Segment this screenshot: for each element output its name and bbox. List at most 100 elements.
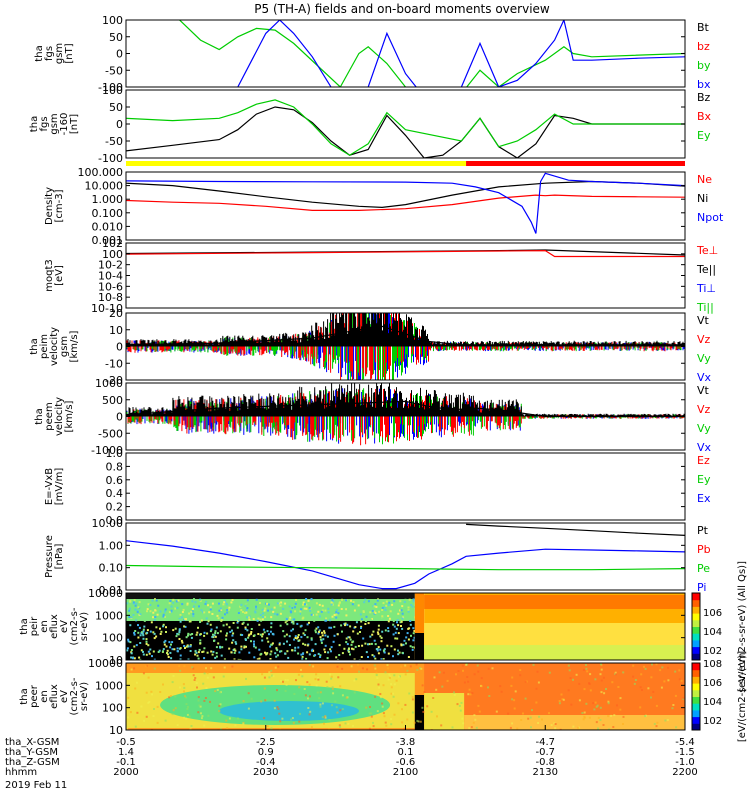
spec-pixel	[365, 651, 368, 654]
spec-pixel	[297, 652, 300, 655]
spec-pixel	[614, 671, 617, 674]
spec-pixel	[312, 665, 315, 668]
spec-pixel	[541, 718, 543, 721]
spec-pixel	[373, 605, 376, 608]
spec-pixel	[288, 618, 291, 621]
spec-pixel	[554, 723, 557, 725]
spec-pixel	[330, 677, 333, 680]
spec-pixel	[205, 600, 208, 603]
spec-pixel	[399, 621, 402, 624]
spec-pixel	[142, 630, 145, 633]
spec-pixel	[193, 598, 195, 601]
row-value: 2000	[113, 767, 138, 778]
spec-pixel	[237, 717, 239, 720]
spec-pixel	[284, 602, 287, 605]
spec-pixel	[602, 676, 605, 679]
spec-pixel	[407, 638, 410, 641]
spec-pixel	[568, 669, 571, 672]
spec-pixel	[138, 626, 141, 629]
spec-pixel	[341, 694, 344, 697]
spec-pixel	[607, 700, 610, 703]
spec-pixel	[315, 684, 318, 687]
spec-pixel	[346, 608, 349, 611]
spec-pixel	[468, 727, 471, 730]
row-value: -1.5	[675, 747, 695, 758]
spec-pixel	[150, 690, 153, 693]
spec-pixel	[231, 641, 234, 644]
spec-pixel	[192, 615, 195, 618]
row-value: 2030	[253, 767, 278, 778]
spec-pixel	[210, 628, 213, 631]
spec-pixel	[318, 697, 321, 700]
spec-pixel	[364, 642, 367, 645]
spec-pixel	[150, 621, 153, 624]
spec-pixel	[237, 658, 240, 660]
spec-pixel	[280, 601, 283, 604]
spec-pixel	[189, 645, 192, 648]
spec-pixel	[349, 625, 352, 628]
spec-pixel	[477, 670, 480, 673]
spec-pixel	[184, 625, 187, 628]
spec-pixel	[222, 624, 225, 627]
spec-pixel	[334, 700, 337, 703]
spec-pixel	[217, 617, 220, 620]
spec-pixel	[234, 641, 237, 644]
spec-pixel	[395, 679, 398, 682]
legend-Bt: Bt	[697, 21, 710, 34]
y-label-line: moqt3	[44, 259, 55, 292]
spec-pixel	[347, 650, 350, 653]
spec-pixel	[392, 692, 394, 695]
spec-pixel	[419, 720, 422, 723]
spec-pixel	[245, 677, 247, 680]
y-tick-label: 1000	[95, 679, 123, 692]
spec-pixel	[237, 612, 240, 614]
spec-pixel	[222, 603, 225, 606]
spec-pixel	[535, 701, 538, 704]
spec-pixel	[387, 630, 390, 633]
spec-pixel	[359, 613, 362, 616]
spec-pixel	[537, 722, 540, 724]
spec-pixel	[605, 688, 607, 690]
spec-pixel	[376, 648, 379, 650]
spec-pixel	[364, 620, 367, 622]
spec-pixel	[351, 607, 354, 610]
panel-frame	[125, 171, 686, 241]
spec-pixel	[612, 726, 615, 728]
spec-pixel	[297, 636, 299, 639]
spec-pixel	[307, 602, 310, 605]
spec-pixel	[127, 612, 130, 615]
spec-pixel	[511, 722, 514, 725]
spec-pixel	[133, 633, 136, 636]
spec-pixel	[179, 613, 182, 616]
spec-pixel	[181, 613, 184, 616]
spec-pixel	[372, 721, 374, 724]
spec-pixel	[378, 610, 381, 613]
plot-area-temp	[126, 249, 685, 258]
spec-pixel	[293, 606, 296, 609]
spec-pixel	[269, 645, 272, 648]
spec-pixel	[181, 616, 183, 619]
spec-pixel	[324, 634, 327, 637]
spec-pixel	[381, 615, 384, 618]
y-tick-label: 10	[109, 724, 123, 737]
spec-pixel	[248, 616, 250, 619]
spec-pixel	[172, 610, 175, 613]
spec-pixel	[244, 604, 247, 607]
spec-pixel	[199, 599, 202, 602]
spec-pixel	[570, 703, 573, 706]
spec-pixel	[139, 613, 142, 616]
spec-pixel	[388, 601, 391, 604]
spec-pixel	[655, 704, 658, 707]
spec-pixel	[143, 619, 146, 622]
spec-pixel	[205, 687, 208, 689]
spec-pixel	[558, 700, 561, 702]
y-tick-label: 10	[109, 324, 123, 337]
spec-pixel	[224, 601, 227, 604]
spec-pixel	[203, 647, 206, 650]
spec-pixel	[471, 692, 474, 694]
spec-pixel	[185, 636, 188, 639]
panel-frame	[125, 19, 686, 88]
spec-pixel	[310, 613, 313, 616]
spec-band	[414, 633, 425, 660]
spec-pixel	[152, 715, 155, 718]
